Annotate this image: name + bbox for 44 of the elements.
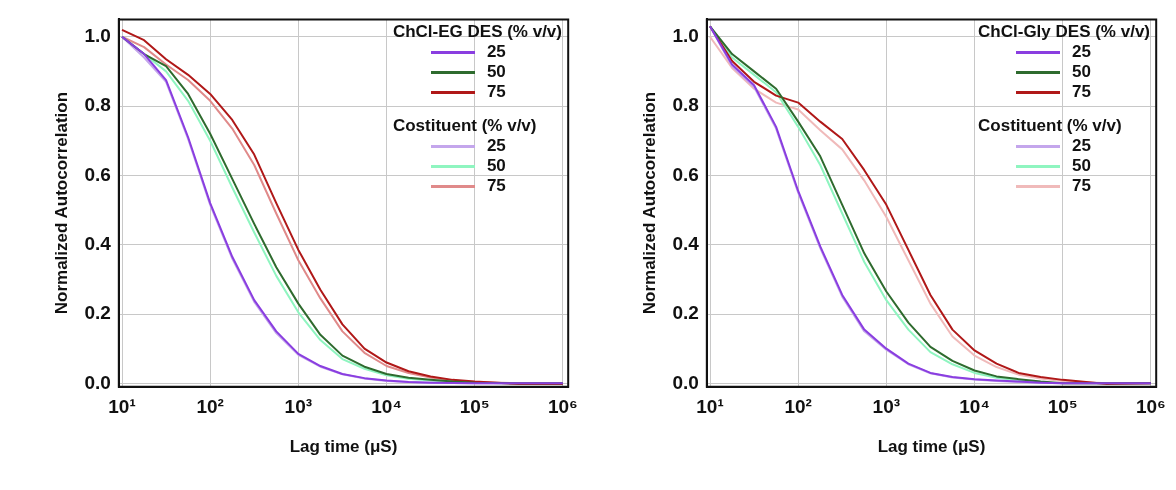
legend-label: 50 [486,156,506,176]
legend-label: 50 [1072,156,1091,176]
x-tick-label: 10⁶ [1135,396,1166,418]
legend-label: 50 [486,62,506,82]
legend-label: 75 [1072,82,1091,102]
y-tick-label: 0.8 [672,94,699,116]
legend-label: 25 [486,136,506,156]
y-tick-label: 0.8 [84,94,111,116]
y-tick-label: 0.4 [84,232,112,254]
x-axis-title: Lag time (μS) [877,437,986,457]
y-tick-label: 1.0 [672,24,699,46]
x-tick-label: 10³ [284,396,313,418]
x-tick-label: 10⁶ [547,396,578,418]
legend-label: 75 [1072,176,1091,196]
y-tick-label: 0.2 [84,302,111,324]
y-tick-label: 0.0 [84,371,111,393]
legend-label: 75 [486,82,506,102]
legend-label: 25 [1072,136,1091,156]
legend-label: 25 [1072,42,1091,62]
x-tick-label: 10³ [872,396,901,418]
y-tick-label: 0.4 [672,232,700,254]
legend-label: 75 [486,176,506,196]
legend-title: ChCl-EG DES (% v/v) [392,22,562,42]
x-tick-label: 10⁴ [959,396,990,418]
legend-label: 50 [1072,62,1091,82]
legend-title: ChCl-Gly DES (% v/v) [978,22,1150,42]
x-tick-label: 10⁵ [459,396,490,418]
annotation: Costituent (% v/v) [392,116,538,136]
x-tick-label: 10¹ [108,396,136,418]
y-tick-label: 0.6 [672,163,699,185]
x-tick-label: 10⁴ [371,396,402,418]
y-tick-label: 0.6 [84,163,111,185]
y-tick-label: 1.0 [84,24,111,46]
y-tick-label: 0.2 [672,302,699,324]
x-tick-label: 10⁵ [1047,396,1078,418]
legend-label: 25 [486,42,506,62]
x-axis-title: Lag time (μS) [289,437,398,457]
annotation: Costituent (% v/v) [978,116,1123,136]
y-axis-title: Normalized Autocorrelation [51,91,71,315]
x-tick-label: 10¹ [696,396,724,418]
y-axis-title: Normalized Autocorrelation [639,91,659,315]
y-tick-label: 0.0 [672,371,699,393]
x-tick-label: 10² [784,396,812,418]
x-tick-label: 10² [196,396,224,418]
